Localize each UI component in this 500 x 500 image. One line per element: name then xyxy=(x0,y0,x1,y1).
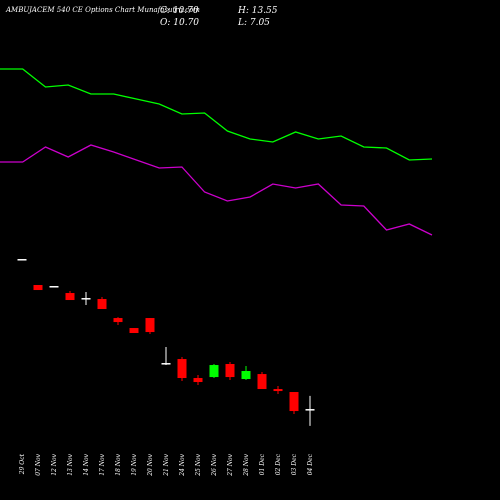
x-tick-label: 20 Nov xyxy=(147,453,154,476)
candle-body xyxy=(161,363,171,365)
x-tick-label: 27 Nov xyxy=(227,453,234,476)
chart-title: AMBUJACEM 540 CE Options Chart Munafasut… xyxy=(5,6,200,14)
candle-body xyxy=(33,285,43,291)
candle-body xyxy=(305,409,315,411)
x-tick-label: 04 Dec xyxy=(307,453,314,475)
candle-body xyxy=(17,259,27,261)
line-series xyxy=(0,68,433,161)
candle-body xyxy=(257,374,267,390)
x-tick-label: 24 Nov xyxy=(179,453,186,476)
x-tick-label: 14 Nov xyxy=(83,453,90,475)
candle-body xyxy=(273,389,283,392)
candle-body xyxy=(289,392,299,412)
candle-body xyxy=(81,298,91,300)
candle-body xyxy=(129,328,139,334)
x-tick-label: 21 Nov xyxy=(163,453,170,476)
open-text: O: 10.70 xyxy=(160,18,199,28)
candle-body xyxy=(65,293,75,301)
candle-body xyxy=(209,365,219,378)
low-text: L: 7.05 xyxy=(237,18,270,28)
candle-body xyxy=(241,371,251,380)
candle-body xyxy=(113,318,123,323)
line-series xyxy=(0,144,433,236)
candle-body xyxy=(193,378,203,383)
x-tick-label: 07 Nov xyxy=(35,453,42,475)
candle-body xyxy=(177,359,187,379)
x-tick-label: 01 Dec xyxy=(259,453,266,475)
x-tick-label: 29 Oct xyxy=(19,453,26,475)
candle-body xyxy=(225,364,235,378)
x-tick-label: 19 Nov xyxy=(131,453,138,475)
x-tick-label: 17 Nov xyxy=(99,453,106,475)
candle-body xyxy=(145,318,155,333)
high-text: H: 13.55 xyxy=(237,6,278,16)
x-tick-label: 25 Nov xyxy=(195,453,202,476)
x-tick-label: 26 Nov xyxy=(211,453,218,476)
x-tick-label: 03 Dec xyxy=(291,453,298,475)
x-tick-label: 28 Nov xyxy=(243,453,250,476)
close-text: C: 10.70 xyxy=(160,6,199,16)
x-tick-label: 13 Nov xyxy=(67,453,74,475)
x-tick-label: 02 Dec xyxy=(275,453,282,475)
candle-body xyxy=(49,286,59,288)
candle-body xyxy=(97,299,107,310)
x-tick-label: 12 Nov xyxy=(51,453,58,475)
x-tick-label: 18 Nov xyxy=(115,453,122,475)
